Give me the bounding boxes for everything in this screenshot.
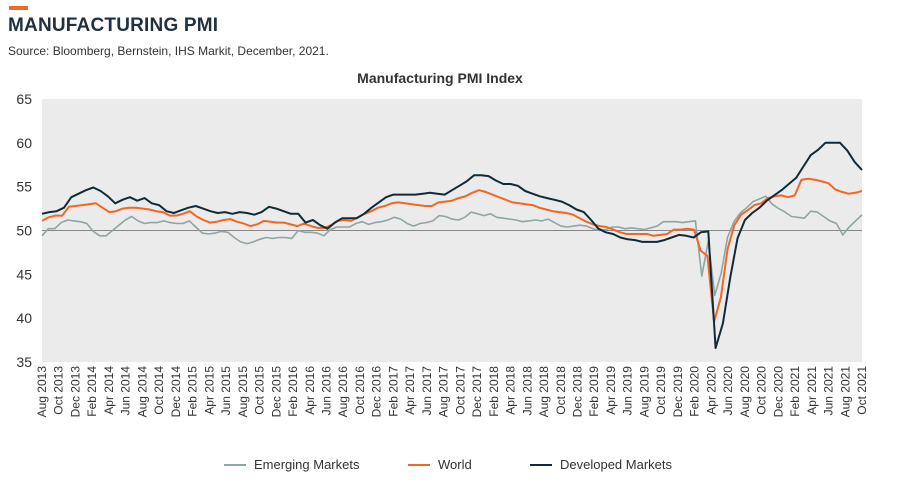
x-tick-label: Feb 2020 xyxy=(688,366,702,417)
x-tick-label: Dec 2014 xyxy=(169,366,183,418)
x-tick-label: Apr 2019 xyxy=(604,366,618,415)
legend-swatch-developed xyxy=(530,463,552,466)
legend-label-developed: Developed Markets xyxy=(560,457,672,472)
y-tick-label: 50 xyxy=(16,223,32,239)
x-tick-label: Jun 2017 xyxy=(420,366,434,416)
x-tick-label: Jun 2018 xyxy=(520,366,534,416)
x-tick-label: Jun 2019 xyxy=(621,366,635,416)
source-note: Source: Bloomberg, Bernstein, IHS Markit… xyxy=(8,44,329,58)
x-tick-label: Dec 2016 xyxy=(370,366,384,418)
legend-item-world: World xyxy=(408,457,472,472)
x-tick-label: Oct 2013 xyxy=(52,366,66,415)
legend-swatch-emerging xyxy=(224,463,246,466)
x-tick-label: Feb 2015 xyxy=(186,366,200,417)
x-tick-label: Oct 2021 xyxy=(855,366,869,415)
y-tick-label: 65 xyxy=(16,91,32,107)
x-tick-label: Oct 2017 xyxy=(453,366,467,415)
x-tick-label: Apr 2014 xyxy=(102,366,116,415)
x-tick-label: Jun 2014 xyxy=(119,366,133,416)
x-tick-label: Oct 2018 xyxy=(554,366,568,415)
series-line-emerging-markets xyxy=(41,195,863,297)
x-tick-label: Apr 2018 xyxy=(504,366,518,415)
legend: Emerging Markets World Developed Markets xyxy=(0,457,900,473)
x-tick-label: Oct 2020 xyxy=(755,366,769,415)
x-tick-label: Apr 2015 xyxy=(202,366,216,415)
x-tick-label: Aug 2013 xyxy=(35,366,49,418)
page-title: MANUFACTURING PMI xyxy=(8,15,219,36)
x-axis: Aug 2013 Oct 2013 Dec 2013 Feb 2014 Apr 2014… xyxy=(35,366,869,418)
legend-item-developed: Developed Markets xyxy=(530,457,672,472)
x-tick-label: Dec 2013 xyxy=(68,366,82,418)
x-tick-label: Feb 2017 xyxy=(386,366,400,417)
x-tick-label: Feb 2016 xyxy=(286,366,300,417)
x-tick-label: Dec 2015 xyxy=(269,366,283,418)
x-tick-label: Dec 2017 xyxy=(470,366,484,418)
legend-label-world: World xyxy=(438,457,472,472)
chart-title: Manufacturing PMI Index xyxy=(357,70,523,86)
x-tick-label: Apr 2017 xyxy=(403,366,417,415)
x-tick-label: Apr 2021 xyxy=(805,366,819,415)
x-tick-label: Aug 2020 xyxy=(738,366,752,418)
x-tick-label: Aug 2021 xyxy=(838,366,852,418)
x-tick-label: Feb 2018 xyxy=(487,366,501,417)
legend-swatch-world xyxy=(408,463,430,466)
x-tick-label: Aug 2015 xyxy=(236,366,250,418)
x-tick-label: Jun 2016 xyxy=(319,366,333,416)
y-axis: 35 40 45 50 55 60 65 xyxy=(16,91,32,370)
x-tick-label: Aug 2018 xyxy=(537,366,551,418)
accent-bar xyxy=(9,6,28,10)
legend-item-emerging: Emerging Markets xyxy=(224,457,359,472)
x-tick-label: Apr 2016 xyxy=(303,366,317,415)
x-tick-label: Apr 2020 xyxy=(704,366,718,415)
series-line-developed-markets xyxy=(41,141,863,349)
x-tick-label: Aug 2019 xyxy=(637,366,651,418)
x-tick-label: Jun 2020 xyxy=(721,366,735,416)
series-line-world xyxy=(41,177,863,323)
y-tick-label: 40 xyxy=(16,310,32,326)
series-lines xyxy=(41,141,863,349)
y-tick-label: 60 xyxy=(16,135,32,151)
x-tick-label: Jun 2015 xyxy=(219,366,233,416)
x-tick-label: Dec 2020 xyxy=(771,366,785,418)
x-tick-label: Oct 2019 xyxy=(654,366,668,415)
x-tick-label: Oct 2014 xyxy=(152,366,166,415)
x-tick-label: Aug 2016 xyxy=(336,366,350,418)
x-tick-label: Dec 2018 xyxy=(571,366,585,418)
y-tick-label: 45 xyxy=(16,266,32,282)
x-tick-label: Dec 2019 xyxy=(671,366,685,418)
x-tick-label: Aug 2014 xyxy=(135,366,149,418)
legend-label-emerging: Emerging Markets xyxy=(254,457,360,472)
y-tick-label: 35 xyxy=(16,354,32,370)
x-tick-label: Oct 2015 xyxy=(253,366,267,415)
x-tick-label: Aug 2017 xyxy=(437,366,451,418)
x-tick-label: Feb 2019 xyxy=(587,366,601,417)
x-tick-label: Jun 2021 xyxy=(822,366,836,416)
x-tick-label: Oct 2016 xyxy=(353,366,367,415)
y-tick-label: 55 xyxy=(16,179,32,195)
x-tick-label: Feb 2021 xyxy=(788,366,802,417)
x-tick-label: Feb 2014 xyxy=(85,366,99,417)
